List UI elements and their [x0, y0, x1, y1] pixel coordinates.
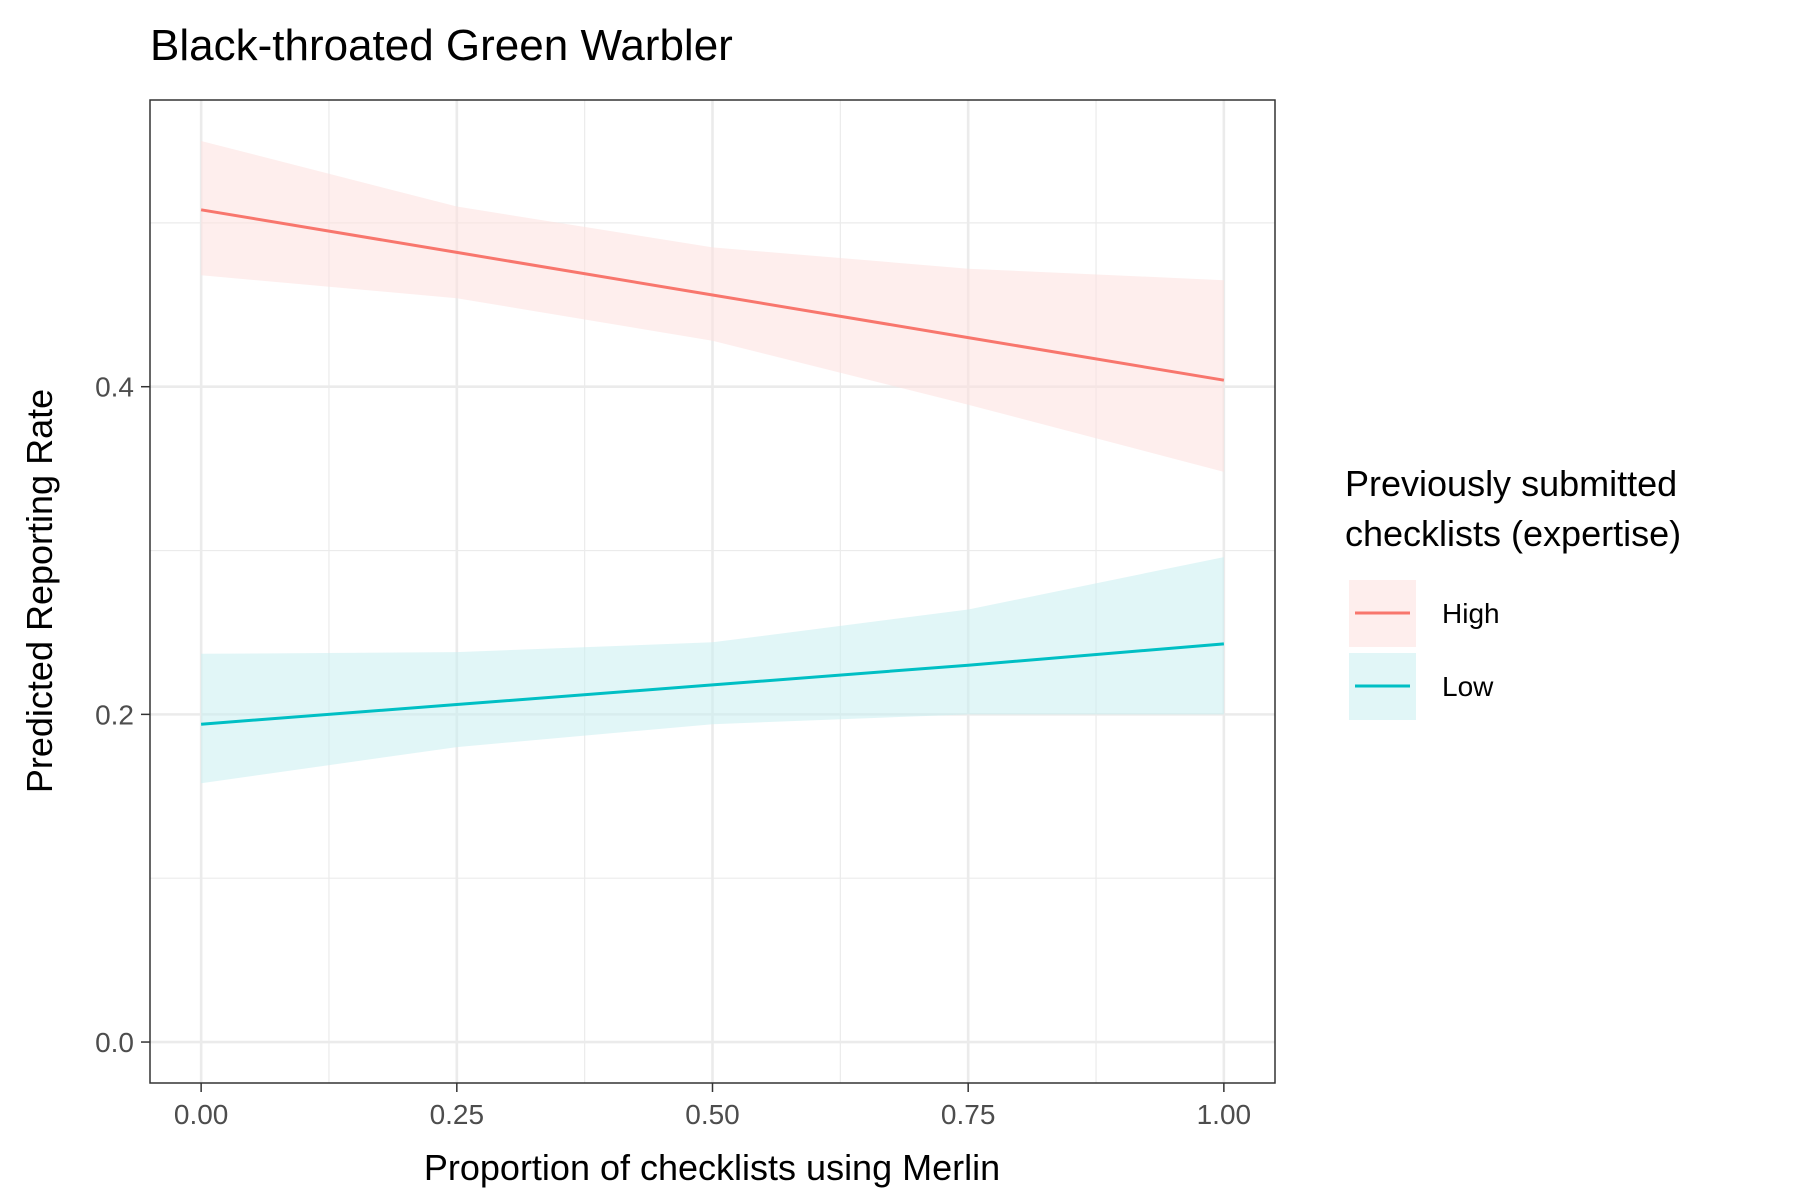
line-high — [200, 208, 1225, 382]
chart-title: Black-throated Green Warbler — [150, 21, 733, 70]
y-tick-label: 0.2 — [95, 699, 134, 730]
x-tick-label: 0.50 — [685, 1099, 740, 1130]
legend: Previously submitted checklists (experti… — [1345, 463, 1681, 720]
x-tick-label: 1.00 — [1197, 1099, 1252, 1130]
y-axis-title: Predicted Reporting Rate — [19, 389, 60, 793]
ribbon-high — [201, 141, 1224, 472]
legend-items: High Low — [1349, 580, 1500, 720]
legend-label-high: High — [1442, 598, 1500, 629]
legend-title-line-1: Previously submitted — [1345, 463, 1677, 504]
ribbon-low — [201, 557, 1224, 784]
x-axis-title: Proportion of checklists using Merlin — [424, 1147, 1000, 1188]
x-tick-label: 0.25 — [430, 1099, 485, 1130]
legend-label-low: Low — [1442, 671, 1494, 702]
x-tick-label: 0.75 — [941, 1099, 996, 1130]
confidence-ribbons — [201, 141, 1224, 784]
y-tick-label: 0.4 — [95, 372, 134, 403]
y-tick-label: 0.0 — [95, 1027, 134, 1058]
line-low — [200, 642, 1225, 726]
legend-item-low: Low — [1349, 653, 1494, 720]
series-lines — [200, 208, 1225, 726]
legend-title-line-2: checklists (expertise) — [1345, 513, 1681, 554]
legend-item-high: High — [1349, 580, 1500, 647]
y-axis: 0.0 0.2 0.4 — [95, 372, 150, 1058]
x-axis: 0.00 0.25 0.50 0.75 1.00 — [174, 1083, 1251, 1130]
x-tick-label: 0.00 — [174, 1099, 229, 1130]
